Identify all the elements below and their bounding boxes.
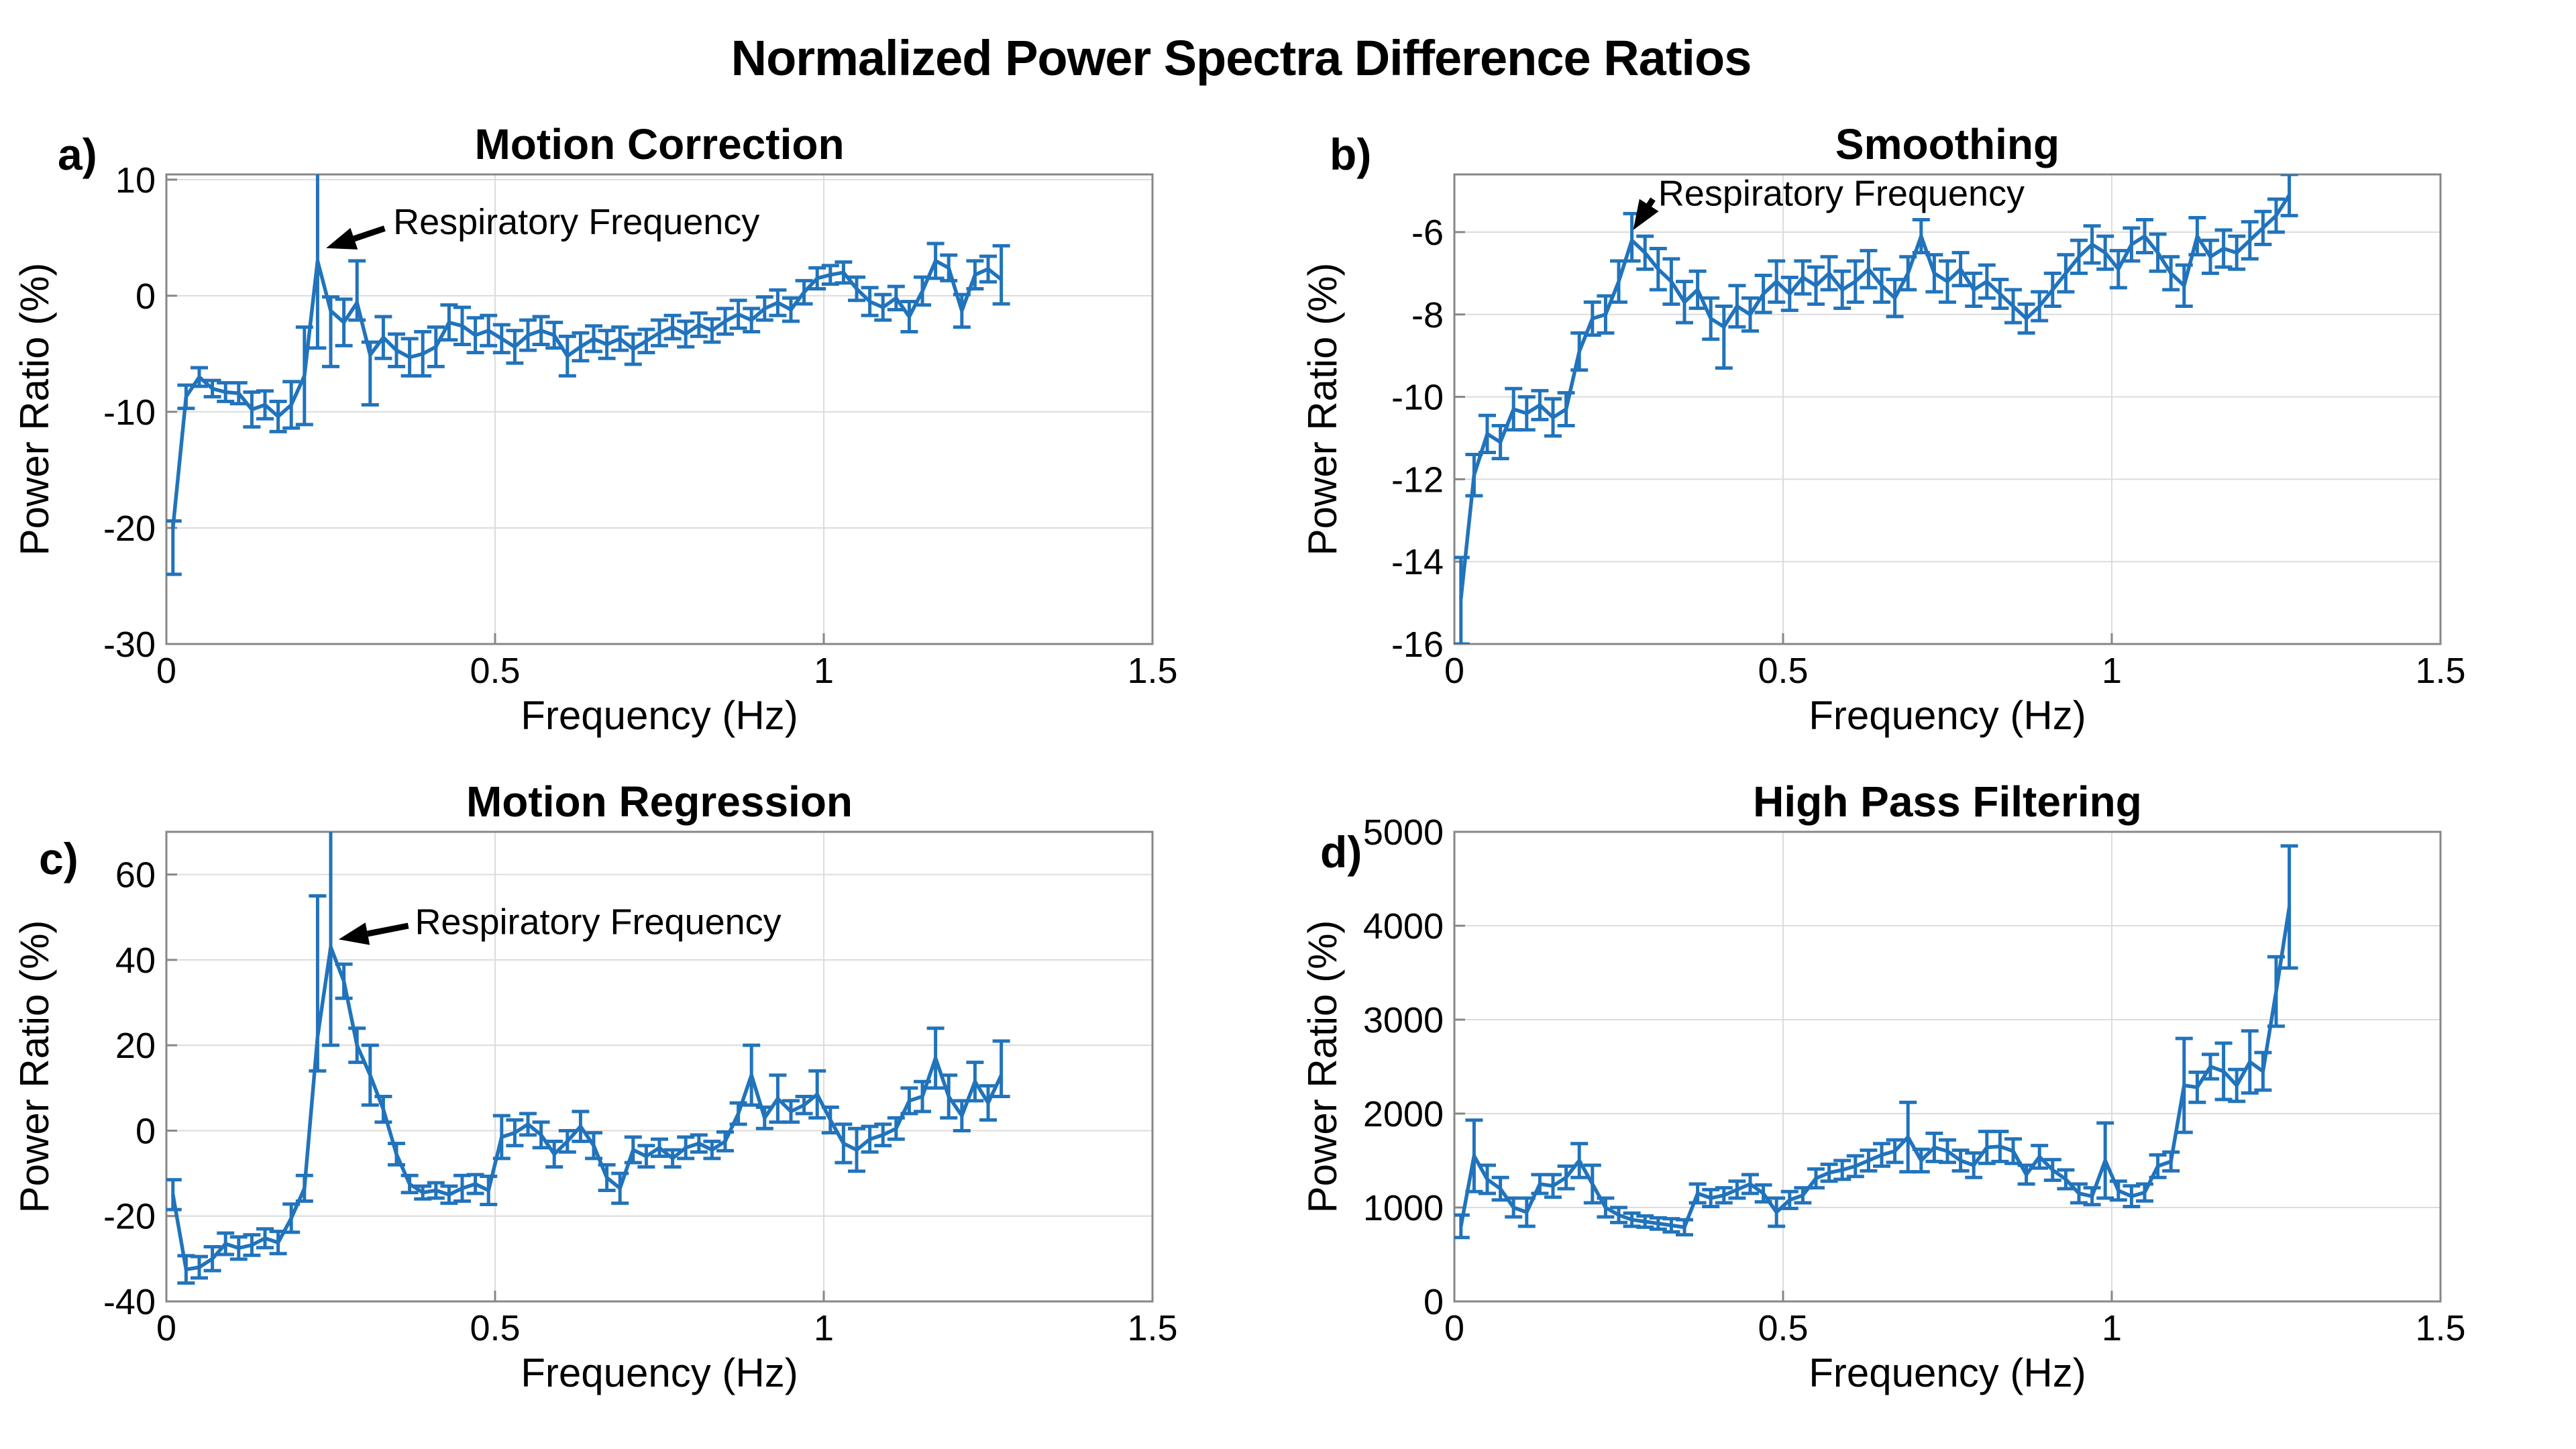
- high-pass-filtering-chart: 0 0.5 1 1.5 5000 4000 3000 2000 1000 0 High Pass F…: [1300, 777, 2466, 1395]
- svg-text:-10: -10: [103, 392, 156, 433]
- svg-text:10: 10: [115, 160, 156, 201]
- svg-text:-6: -6: [1411, 213, 1444, 253]
- svg-text:1000: 1000: [1363, 1188, 1444, 1228]
- svg-text:Frequency (Hz): Frequency (Hz): [1809, 693, 2086, 738]
- svg-text:40: 40: [115, 941, 156, 981]
- figure-title: Normalized Power Spectra Difference Rati…: [731, 30, 1752, 86]
- svg-text:Respiratory Frequency: Respiratory Frequency: [1658, 174, 2025, 214]
- svg-text:0.5: 0.5: [1758, 1308, 1808, 1348]
- svg-text:1.5: 1.5: [1127, 1308, 1177, 1348]
- svg-text:-30: -30: [103, 625, 156, 665]
- motion-correction-chart: 0 0.5 1 1.5 10 0 -10 -20 -30 Motion Correction Fre…: [12, 120, 1178, 738]
- svg-text:-8: -8: [1411, 295, 1444, 335]
- svg-text:1.5: 1.5: [2415, 1308, 2465, 1348]
- svg-text:Motion Regression: Motion Regression: [466, 777, 853, 826]
- svg-text:5000: 5000: [1363, 812, 1444, 853]
- svg-text:-16: -16: [1391, 625, 1444, 665]
- svg-text:Power Ratio (%): Power Ratio (%): [12, 920, 57, 1214]
- svg-text:1: 1: [814, 1308, 834, 1348]
- svg-text:1: 1: [814, 651, 834, 691]
- svg-text:1.5: 1.5: [1127, 651, 1177, 691]
- svg-text:Frequency (Hz): Frequency (Hz): [521, 1350, 798, 1395]
- svg-text:20: 20: [115, 1026, 156, 1066]
- panel-letter-d: d): [1320, 827, 1362, 877]
- svg-text:Frequency (Hz): Frequency (Hz): [1809, 1350, 2086, 1395]
- chart-panel-smoothing: 0 0.5 1 1.5 -6 -8 -10 -12 -14 -16 Smoothing Frequen…: [1288, 77, 2576, 768]
- svg-text:High Pass Filtering: High Pass Filtering: [1753, 777, 2142, 826]
- svg-text:Respiratory Frequency: Respiratory Frequency: [393, 202, 759, 242]
- panel-letter-b: b): [1330, 129, 1372, 179]
- chart-panel-motion-regression: 0 0.5 1 1.5 60 40 20 0 -20 -40 Motion Regression Fr…: [0, 735, 1288, 1426]
- svg-text:-14: -14: [1391, 542, 1444, 582]
- svg-text:4000: 4000: [1363, 906, 1444, 947]
- svg-text:2000: 2000: [1363, 1094, 1444, 1134]
- motion-regression-chart: 0 0.5 1 1.5 60 40 20 0 -20 -40 Motion Regression Fr…: [12, 777, 1178, 1395]
- svg-text:0: 0: [1444, 651, 1464, 691]
- svg-text:0.5: 0.5: [1758, 651, 1808, 691]
- svg-text:1.5: 1.5: [2415, 651, 2465, 691]
- svg-text:0: 0: [156, 651, 176, 691]
- svg-text:0: 0: [136, 276, 156, 317]
- svg-text:-20: -20: [103, 1197, 156, 1237]
- svg-text:1: 1: [2102, 651, 2122, 691]
- panel-letter-a: a): [58, 129, 97, 179]
- svg-text:Frequency (Hz): Frequency (Hz): [521, 693, 798, 738]
- svg-text:Smoothing: Smoothing: [1835, 120, 2059, 168]
- svg-text:-20: -20: [103, 508, 156, 549]
- svg-text:3000: 3000: [1363, 1000, 1444, 1040]
- svg-text:Respiratory Frequency: Respiratory Frequency: [415, 902, 781, 943]
- svg-text:-10: -10: [1391, 378, 1444, 418]
- svg-text:-40: -40: [103, 1282, 156, 1322]
- svg-text:0.5: 0.5: [470, 651, 520, 691]
- smoothing-chart: 0 0.5 1 1.5 -6 -8 -10 -12 -14 -16 Smoothing Frequen…: [1300, 120, 2466, 738]
- svg-text:Power Ratio (%): Power Ratio (%): [1300, 263, 1345, 556]
- svg-text:0: 0: [156, 1308, 176, 1348]
- chart-panel-motion-correction: 0 0.5 1 1.5 10 0 -10 -20 -30 Motion Correction Fre…: [0, 77, 1288, 768]
- svg-text:60: 60: [115, 855, 156, 896]
- svg-text:-12: -12: [1391, 460, 1444, 500]
- svg-text:Motion Correction: Motion Correction: [474, 120, 844, 168]
- svg-text:0: 0: [1424, 1282, 1444, 1322]
- chart-panel-high-pass-filtering: 0 0.5 1 1.5 5000 4000 3000 2000 1000 0 High Pass F…: [1288, 735, 2576, 1426]
- svg-text:Power Ratio (%): Power Ratio (%): [12, 263, 57, 556]
- svg-text:Power Ratio (%): Power Ratio (%): [1300, 920, 1345, 1214]
- panel-letter-c: c): [39, 834, 78, 883]
- svg-text:0.5: 0.5: [470, 1308, 520, 1348]
- svg-text:0: 0: [1444, 1308, 1464, 1348]
- svg-text:0: 0: [136, 1111, 156, 1151]
- svg-text:1: 1: [2102, 1308, 2122, 1348]
